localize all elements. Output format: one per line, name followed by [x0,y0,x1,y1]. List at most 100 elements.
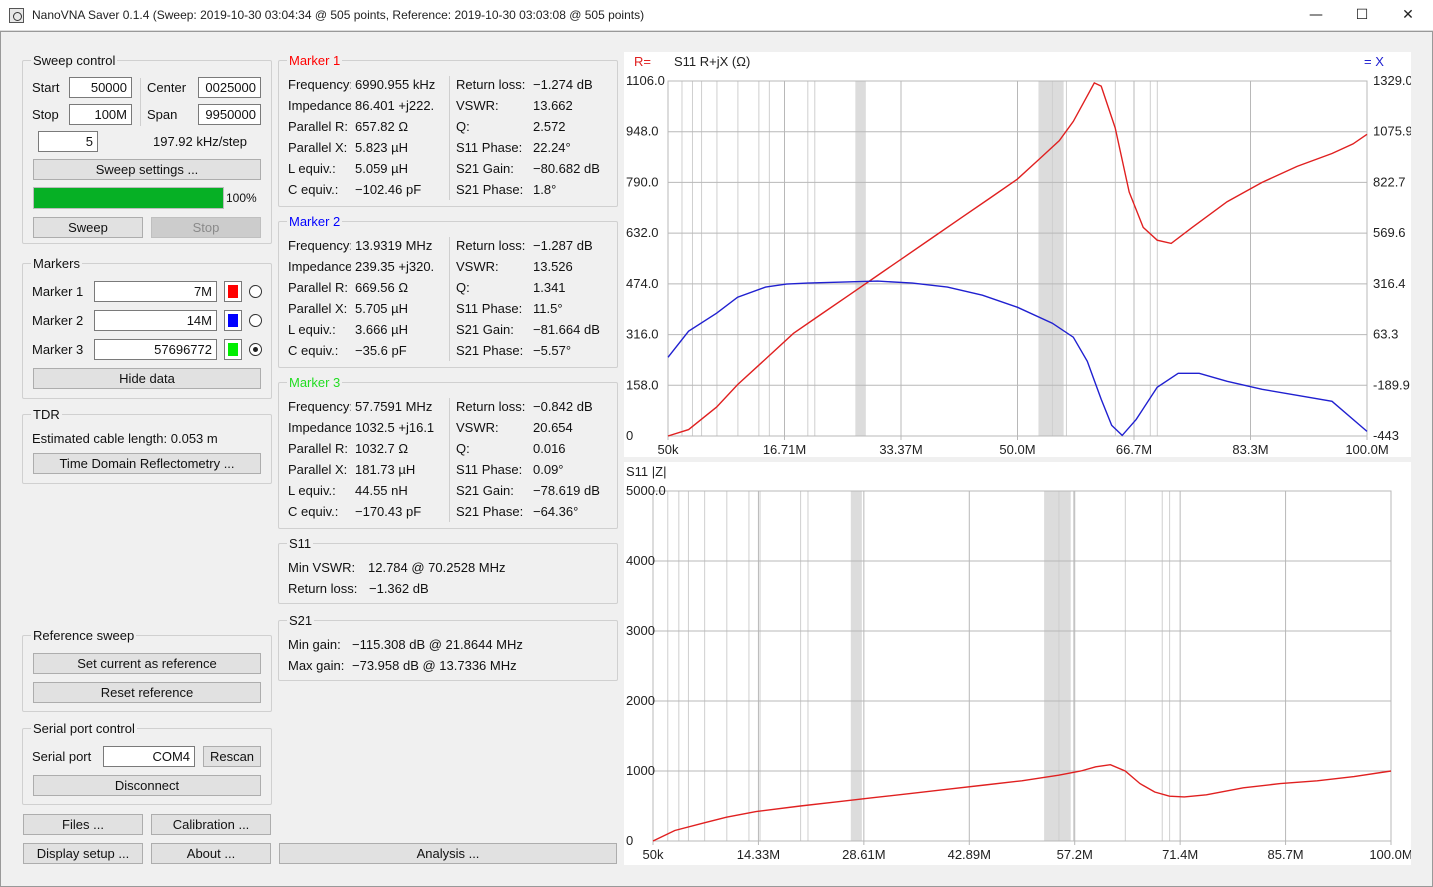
s11-summary-title: S11 [287,536,314,551]
x-tick-label: 85.7M [1268,847,1304,862]
x-tick-label: 33.37M [879,442,922,457]
plot-frame [652,490,1392,842]
min-gain-value: −115.308 dB @ 21.8644 MHz [352,637,523,652]
reset-reference-button[interactable]: Reset reference [33,682,261,703]
y-left-tick-label: 948.0 [626,124,659,139]
marker-band [850,491,862,841]
stop-button[interactable]: Stop [151,217,261,238]
marker-label: Marker 1 [32,284,84,299]
marker-field-label: L equiv.: [288,483,336,498]
marker-label: Marker 3 [32,342,84,357]
span-input[interactable]: 9950000 [198,104,261,125]
marker-field-value: −80.682 dB [533,161,600,176]
reference-sweep-title: Reference sweep [31,628,137,643]
marker-label: Marker 2 [32,313,84,328]
start-input[interactable]: 50000 [69,77,132,98]
marker-field-label: S11 Phase: [456,462,523,477]
x-tick-label: 42.89M [948,847,991,862]
marker-field-value: 57.7591 MHz [355,399,433,414]
set-reference-button[interactable]: Set current as reference [33,653,261,674]
marker-field-value: 11.5° [533,301,563,316]
marker-field-label: L equiv.: [288,161,336,176]
serial-port-label: Serial port [32,749,92,764]
app-icon [9,8,24,23]
segments-input[interactable]: 5 [38,131,98,152]
marker-color-button[interactable] [224,310,242,331]
files-button[interactable]: Files ... [23,814,143,835]
x-tick-label: 100.0M [1345,442,1388,457]
marker-field-value: −81.664 dB [533,322,600,337]
marker-field-label: Frequency: [288,238,351,253]
marker-field-value: 0.09° [533,462,564,477]
min-vswr-label: Min VSWR: [288,560,356,575]
marker-select-radio[interactable] [249,285,262,298]
y-tick-label: 2000 [626,693,655,708]
marker-field-value: 13.9319 MHz [355,238,433,253]
marker-field-label: Parallel R: [288,441,348,456]
close-button[interactable]: ✕ [1402,7,1414,23]
stop-input[interactable]: 100M [69,104,132,125]
marker-field-value: 5.823 µH [355,140,409,155]
rescan-button[interactable]: Rescan [203,746,261,767]
marker-color-button[interactable] [224,339,242,360]
marker-data-divider [449,398,450,522]
marker-field-label: Return loss: [456,399,526,414]
serial-port-input[interactable]: COM4 [103,746,195,767]
y-right-tick-label: 63.3 [1373,327,1398,342]
x-tick-label: 28.61M [842,847,885,862]
sweep-settings-button[interactable]: Sweep settings ... [33,159,261,180]
y-right-tick-label: -443 [1373,428,1399,443]
marker-field-value: −78.619 dB [533,483,600,498]
y-left-tick-label: 790.0 [626,174,659,189]
center-input[interactable]: 0025000 [198,77,261,98]
marker-select-radio[interactable] [249,314,262,327]
x-tick-label: 50k [643,847,664,862]
marker-field-label: Q: [456,441,470,456]
s11-rx-chart[interactable]: S11 R+jX (Ω) 50k 16.71M 33.37M 50.0M 66.7M 83.… [624,52,1413,457]
marker-frequency-input[interactable]: 14M [94,310,217,331]
center-label: Center [147,80,187,95]
y-left-tick-label: 316.0 [626,327,659,342]
marker-frequency-input[interactable]: 7M [94,281,217,302]
y-right-tick-label: 316.4 [1373,276,1406,291]
marker-field-label: S21 Phase: [456,343,524,358]
series-line-r [667,81,1368,437]
minimize-button[interactable]: — [1309,7,1323,23]
series-line-x [667,280,1368,437]
calibration-button[interactable]: Calibration ... [151,814,271,835]
x-tick-label: 14.33M [737,847,780,862]
disconnect-button[interactable]: Disconnect [33,775,261,796]
y-right-tick-label: 1329.0 [1373,73,1411,88]
marker-field-label: VSWR: [456,98,499,113]
s11-return-loss-value: −1.362 dB [369,581,429,596]
marker-field-value: 239.35 +j320. [355,259,435,274]
marker-field-value: 20.654 [533,420,573,435]
x-tick-label: 57.2M [1057,847,1093,862]
s11-z-chart-svg: S11 |Z| 50k 14.33M 28.61M 42.89M 57.2M 71.4M 85… [626,464,1413,862]
marker-frequency-input[interactable]: 57696772 [94,339,217,360]
y-tick-label: 1000 [626,763,655,778]
marker-color-button[interactable] [224,281,242,302]
sweep-button[interactable]: Sweep [33,217,143,238]
s11-z-chart[interactable]: S11 |Z| 50k 14.33M 28.61M 42.89M 57.2M 71.4M 85… [624,462,1413,865]
analysis-button[interactable]: Analysis ... [279,843,617,864]
tdr-button[interactable]: Time Domain Reflectometry ... [33,453,261,474]
marker-field-value: 2.572 [533,119,566,134]
marker-band [855,81,866,436]
marker-field-value: −0.842 dB [533,399,593,414]
display-setup-button[interactable]: Display setup ... [23,843,143,864]
series-line-z [652,763,1392,842]
y-left-tick-label: 0 [626,428,633,443]
hide-data-button[interactable]: Hide data [33,368,261,389]
marker-select-radio[interactable] [249,343,262,356]
chart-title: S11 |Z| [626,464,666,479]
marker-field-value: −102.46 pF [355,182,422,197]
marker-field-label: Impedance: [288,259,351,274]
cable-length-text: Estimated cable length: 0.053 m [32,431,218,446]
marker-field-value: −35.6 pF [355,343,407,358]
marker-color-swatch [228,314,238,327]
marker-field-label: Frequency: [288,399,351,414]
maximize-button[interactable]: ☐ [1355,7,1369,23]
marker-field-value: 86.401 +j222. [355,98,435,113]
about-button[interactable]: About ... [151,843,271,864]
